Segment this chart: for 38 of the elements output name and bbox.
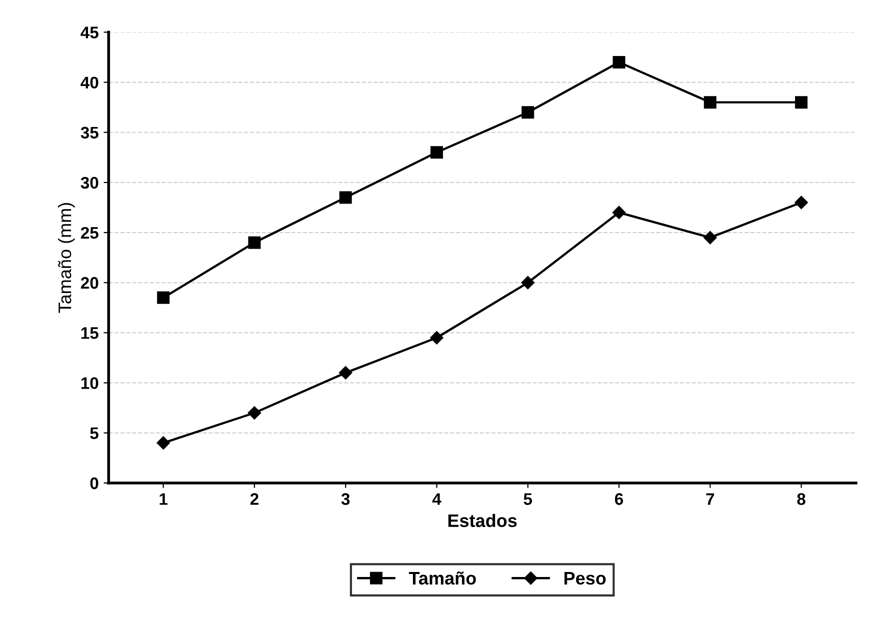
y-tick-label: 35 xyxy=(80,126,98,139)
x-tick-label: 5 xyxy=(524,493,532,505)
point xyxy=(156,436,170,450)
point xyxy=(339,191,352,204)
y-tick-label: 30 xyxy=(80,176,98,189)
x-tick-label: 1 xyxy=(160,493,168,505)
point xyxy=(248,236,261,249)
point xyxy=(704,230,717,244)
x-tick-label: 2 xyxy=(250,493,258,505)
legend-label: Peso xyxy=(564,572,606,585)
point xyxy=(794,196,808,210)
y-tick-label: 10 xyxy=(81,377,98,390)
y-tick-label: 40 xyxy=(80,76,98,88)
point xyxy=(339,366,352,380)
y-tick-label: 0 xyxy=(90,477,98,490)
point xyxy=(430,331,444,344)
point xyxy=(157,291,170,304)
x-axis-title: Estados xyxy=(448,514,517,528)
point xyxy=(612,206,626,220)
point xyxy=(612,56,626,69)
y-tick-label: 45 xyxy=(80,26,98,38)
point xyxy=(248,406,262,420)
y-tick-label: 25 xyxy=(80,226,98,239)
legend-label: Tamaño xyxy=(408,571,476,585)
x-tick-label: 3 xyxy=(341,493,350,505)
y-tick-label: 20 xyxy=(80,277,98,289)
point xyxy=(704,96,716,109)
y-axis-title: Tamaño (mm) xyxy=(58,203,75,313)
x-tick-label: 4 xyxy=(432,493,442,505)
point xyxy=(521,276,534,290)
point xyxy=(522,106,534,119)
point xyxy=(795,96,808,109)
point xyxy=(430,146,443,159)
x-tick-label: 7 xyxy=(706,493,714,505)
y-tick-label: 5 xyxy=(90,427,98,440)
x-tick-label: 6 xyxy=(614,493,624,505)
y-tick-label: 15 xyxy=(81,327,98,339)
x-tick-label: 8 xyxy=(797,493,806,505)
